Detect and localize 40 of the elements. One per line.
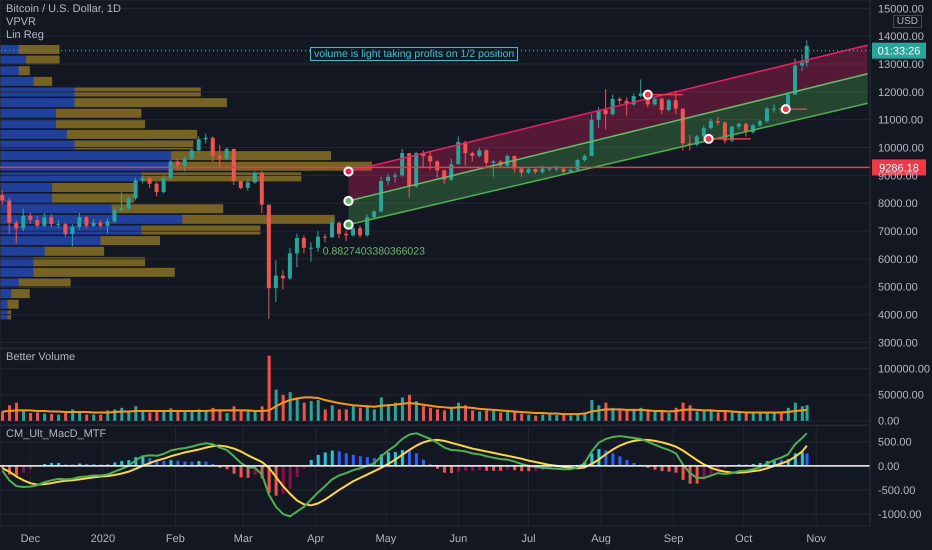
y-tick-label: 8000.00 [878,198,918,210]
x-tick-label: 2020 [90,532,116,545]
x-tick-label: Nov [806,532,826,545]
x-tick-label: Aug [591,532,611,545]
y-tick-label: 0.00 [878,416,900,428]
x-tick-label: Mar [234,532,254,545]
y-tick-label: 14000.00 [878,31,924,44]
annotation: 0.8827403380366023 [322,246,426,258]
y-tick-label: -500.00 [878,484,916,497]
y-tick-label: 5000.00 [878,282,918,294]
y-tick-label: 100000.00 [878,364,930,376]
x-tick-label: Apr [307,532,325,545]
x-tick-label: Feb [166,532,185,545]
chart-title: Bitcoin / U.S. Dollar, 1D [6,3,121,16]
chart-title: CM_Ult_MacD_MTF [6,428,106,441]
x-tick-label: May [375,532,397,545]
y-tick-label: 11000.00 [878,114,924,127]
y-tick-label: 15000.00 [878,3,924,16]
y-axis-title: USD [892,15,922,28]
x-tick-label: Jun [450,532,468,545]
annotation: 01:33:26 [878,46,920,58]
chart-title: Better Volume [6,351,76,364]
x-tick-label: Sep [664,532,684,545]
y-tick-label: 500.00 [878,436,912,449]
annotation: VPVR [6,16,37,29]
y-tick-label: 4000.00 [878,309,918,322]
annotation: Lin Reg [6,29,45,42]
y-tick-label: 3000.00 [878,337,918,350]
y-tick-label: -1000.00 [878,508,922,521]
y-tick-label: 6000.00 [878,254,918,266]
x-tick-label: Dec [20,532,41,545]
y-tick-label: 13000.00 [878,58,924,71]
y-tick-label: 12000.00 [878,86,924,99]
y-tick-label: 0.00 [878,460,900,473]
y-tick-label: 50000.00 [878,390,924,402]
x-tick-label: Jul [522,532,536,545]
x-tick-label: Oct [735,532,752,545]
y-tick-label: 10000.00 [878,142,924,154]
annotation: volume is light taking profits on 1/2 position [310,47,518,61]
y-tick-label: 7000.00 [878,226,918,238]
